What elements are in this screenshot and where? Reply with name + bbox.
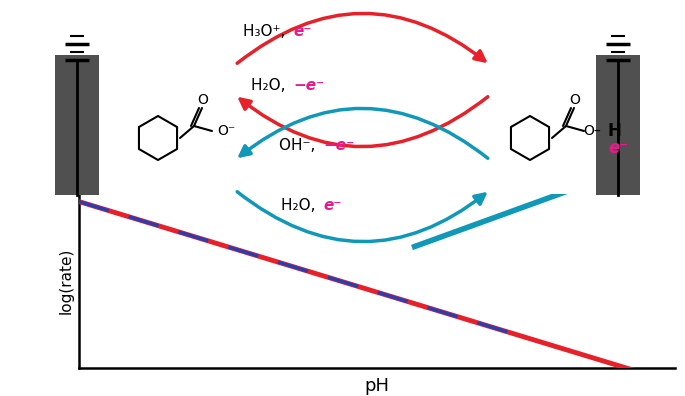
Text: O–: O– bbox=[583, 124, 601, 138]
Text: e⁻: e⁻ bbox=[293, 25, 312, 40]
Text: O⁻: O⁻ bbox=[217, 124, 235, 138]
Text: −e⁻: −e⁻ bbox=[293, 78, 324, 93]
FancyArrowPatch shape bbox=[240, 97, 488, 147]
Bar bbox=[55, 55, 99, 195]
FancyArrowPatch shape bbox=[237, 13, 485, 63]
Text: O: O bbox=[197, 93, 208, 107]
Y-axis label: log(rate): log(rate) bbox=[58, 248, 73, 314]
Text: H₂O,: H₂O, bbox=[251, 78, 290, 93]
Text: e⁻: e⁻ bbox=[608, 139, 628, 157]
Text: O: O bbox=[569, 93, 580, 107]
X-axis label: pH: pH bbox=[364, 377, 389, 394]
Text: H: H bbox=[607, 122, 621, 140]
Text: OH⁻,: OH⁻, bbox=[279, 137, 320, 152]
FancyArrowPatch shape bbox=[240, 109, 488, 158]
Text: H₂O,: H₂O, bbox=[281, 198, 320, 213]
Text: H₃O⁺,: H₃O⁺, bbox=[242, 25, 290, 40]
Text: e⁻: e⁻ bbox=[323, 198, 341, 213]
FancyArrowPatch shape bbox=[237, 192, 485, 242]
Bar bbox=[596, 55, 640, 195]
Text: −e⁻: −e⁻ bbox=[323, 137, 354, 152]
